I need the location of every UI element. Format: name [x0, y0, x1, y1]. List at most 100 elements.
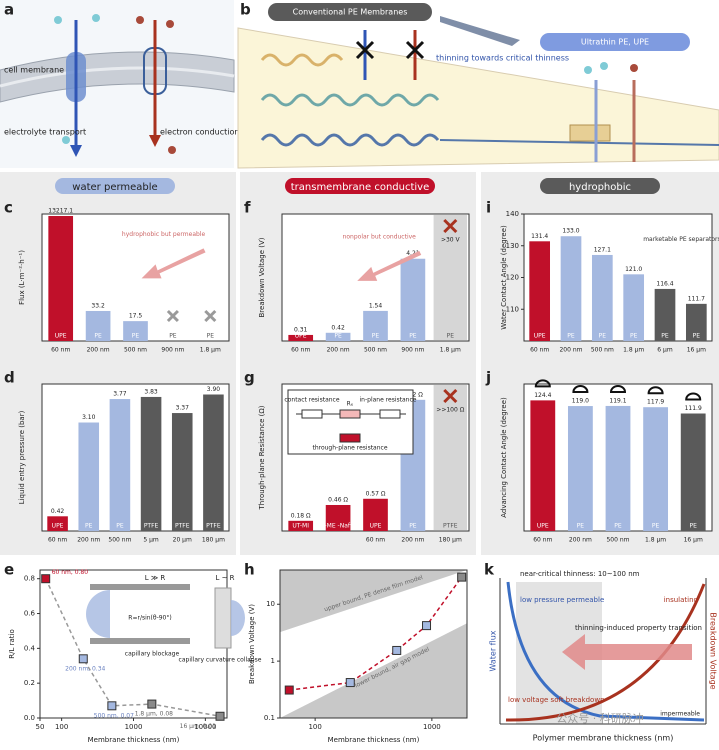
- pore: [214, 587, 232, 649]
- y-axis-label: Breakdown Voltage: [709, 612, 718, 689]
- value-label: 111.9: [685, 405, 702, 412]
- meniscus: [231, 600, 245, 636]
- bar: [643, 407, 669, 531]
- annotation-arrow: [141, 248, 206, 279]
- bar: [363, 310, 388, 341]
- point: [345, 678, 355, 688]
- bar-label: UPE: [534, 333, 546, 340]
- y-tick-label: 0.6: [24, 610, 36, 618]
- y-tick-label: 1: [271, 657, 275, 665]
- point: [107, 701, 117, 711]
- y-tick-label: 0.1: [264, 714, 275, 722]
- bar: [140, 396, 162, 531]
- value-label: 17.5: [129, 313, 143, 320]
- bar: [203, 394, 224, 531]
- pe-chain: [260, 133, 440, 147]
- droplet-icon: [685, 392, 702, 401]
- pe-chain: [260, 53, 344, 67]
- panel-letter: j: [485, 369, 491, 387]
- pill: [285, 178, 435, 194]
- bar-label: PE: [567, 333, 575, 340]
- electron: [630, 64, 638, 72]
- annotation-arrow: [357, 250, 422, 281]
- y-axis-label: Breakdown Voltage (V): [248, 604, 256, 684]
- value-label: 0.57 Ω: [366, 490, 386, 497]
- bar-label: UPE: [370, 523, 382, 530]
- point-label: 60 nm, 0.80: [52, 569, 89, 576]
- value-label: 3.10: [82, 414, 96, 421]
- limit-label: >30 V: [441, 237, 461, 244]
- arrow-label: thinning towards critical thinness: [436, 54, 569, 63]
- value-label: 3.83: [144, 388, 158, 395]
- x-tick-label: 60 nm: [51, 347, 70, 354]
- bar-label: UPE: [55, 333, 67, 340]
- y-tick-label: 0.4: [24, 644, 36, 652]
- resistor: [301, 409, 323, 419]
- panel-letter: c: [4, 199, 13, 217]
- bar-label: PE: [132, 333, 140, 340]
- y-tick-label: 140: [506, 210, 519, 218]
- bar-label: PE: [372, 333, 380, 340]
- value-label: 1.54: [369, 302, 383, 309]
- x-axis-label: Membrane thickness (nm): [88, 736, 180, 744]
- trend-line: [289, 576, 463, 691]
- bar: [325, 332, 351, 341]
- panel-letter: e: [4, 561, 14, 579]
- y-axis-label: Flux (L·m⁻²·h⁻¹): [18, 250, 26, 305]
- inset-label: L ≫ R: [145, 574, 166, 582]
- point: [422, 621, 432, 631]
- ion: [584, 66, 592, 74]
- value-label: 131.4: [531, 233, 548, 240]
- x-tick-label: 60 nm: [366, 537, 385, 544]
- resistor: [339, 433, 361, 443]
- droplet-icon: [609, 384, 627, 393]
- label: low voltage soft breakdown: [508, 696, 605, 704]
- bar-label: PTFE: [443, 523, 458, 530]
- value-label: 13217.1: [48, 208, 73, 215]
- panel-letter: h: [244, 561, 255, 579]
- inset-label: through-plane resistance: [312, 445, 387, 452]
- bar-label: PTFE: [206, 523, 221, 530]
- watermark: 公众号 · 科研脉冲: [556, 711, 644, 725]
- arrowhead: [149, 135, 161, 147]
- x-tick-label: 200 nm: [559, 347, 582, 354]
- x-tick-label: 10000: [194, 723, 216, 731]
- bar-label: PTFE: [175, 523, 190, 530]
- inset-label: capillary curvature collapse: [179, 657, 262, 664]
- x-tick-label: 1.8 μm: [623, 347, 644, 354]
- bar: [529, 241, 551, 341]
- panel-letter: g: [244, 369, 255, 387]
- bar-label: PE: [661, 333, 669, 340]
- pill-label: Ultrathin PE, UPE: [581, 38, 649, 47]
- point: [457, 572, 467, 582]
- value-label: 119.0: [572, 398, 589, 405]
- bar: [85, 310, 111, 341]
- plot-frame: [41, 383, 230, 532]
- bar: [78, 422, 100, 531]
- bilayer-mid: [0, 66, 235, 88]
- x-tick-label: 500 nm: [108, 537, 131, 544]
- bar: [567, 406, 593, 531]
- annotation: hydrophobic but permeable: [122, 231, 206, 238]
- annotation: nonpolar but conductive: [343, 233, 417, 240]
- y-axis-label: R/L ratio: [8, 629, 16, 659]
- band: [280, 570, 467, 633]
- electron: [168, 146, 176, 154]
- point-label: 500 nm, 0.07: [94, 712, 134, 719]
- bar-label: PE: [94, 333, 102, 340]
- annotation: marketable PE separators: [643, 236, 719, 243]
- panel-letter: b: [240, 1, 251, 19]
- voltage-curve: [505, 583, 706, 722]
- value-label: 111.7: [688, 295, 705, 302]
- x-tick-label: 900 nm: [161, 347, 184, 354]
- droplet-icon: [534, 379, 551, 388]
- x-tick-label: 50: [36, 723, 45, 731]
- point-label: 16 μm, 0.01: [180, 723, 217, 730]
- pill: [55, 178, 175, 194]
- bar: [623, 274, 645, 341]
- x-tick-label: 20 μm: [173, 537, 192, 544]
- meniscus: [86, 590, 110, 638]
- panel-a: a cell membrane electrolyte transport el…: [0, 0, 239, 168]
- bar: [363, 498, 388, 531]
- y-axis-label: Water Contact Angle (degree): [500, 225, 508, 330]
